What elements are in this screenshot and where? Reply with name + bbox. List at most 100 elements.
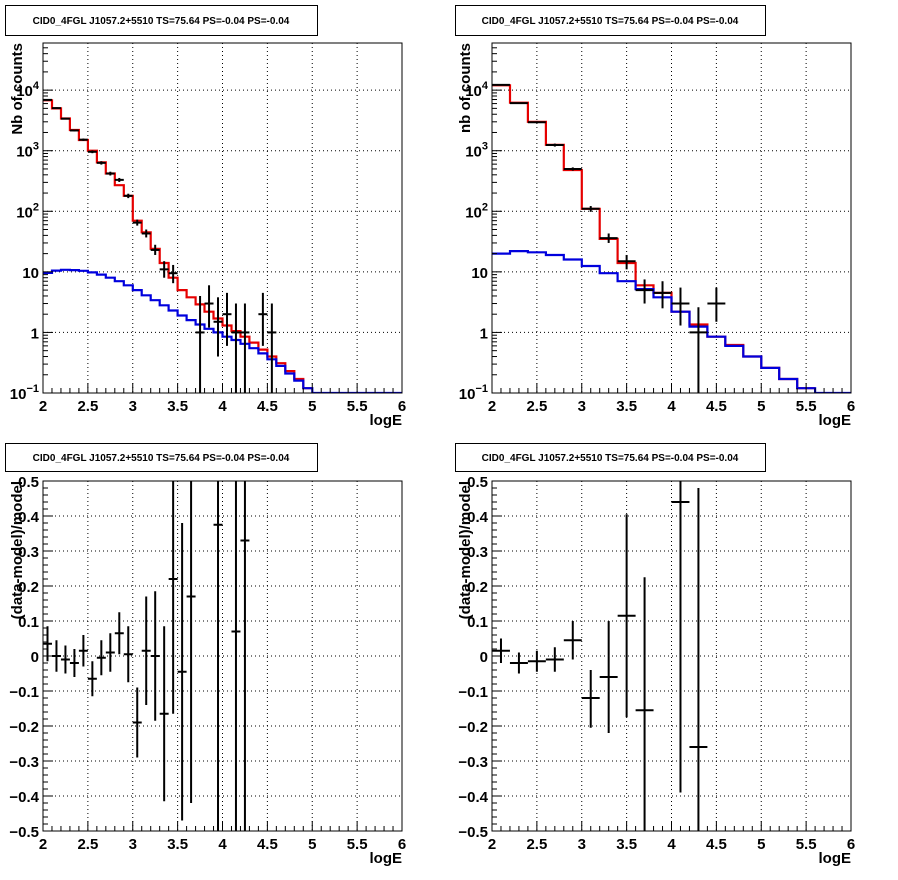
chart-panel-3: 2 2.5 3 3.5 4 4.5 5 5.5 6 −0.5 −0.4 −0.3 −0.2 −0.1 0 0.…	[5, 443, 406, 867]
data-point	[509, 652, 528, 674]
data-point	[69, 129, 79, 132]
data-point	[213, 297, 223, 357]
data-point	[222, 292, 232, 346]
data-point	[653, 281, 672, 309]
data-point	[87, 150, 97, 154]
chart-title: CID0_4FGL J1057.2+5510 TS=75.64 PS=-0.04…	[482, 16, 739, 27]
x-tick-label: 3.5	[616, 836, 637, 853]
x-tick-label: 2	[488, 836, 496, 853]
y-tick-exponent: 3	[482, 141, 488, 153]
data-point	[51, 107, 61, 110]
data-point	[545, 143, 564, 147]
x-tick-label: 2.5	[526, 398, 547, 415]
data-point	[51, 640, 61, 672]
data-point	[240, 303, 250, 393]
title-box	[455, 5, 766, 36]
x-tick-label: 3	[129, 398, 137, 415]
y-tick-label: −0.4	[458, 789, 488, 806]
x-axis-title: logE	[819, 412, 852, 429]
series-step-line	[43, 268, 402, 393]
data-point	[123, 193, 133, 199]
data-point	[114, 177, 124, 182]
x-tick-label: 5.5	[796, 836, 817, 853]
y-tick-base: 10	[10, 386, 27, 403]
y-tick-base: 10	[16, 83, 33, 100]
y-tick-label: 0.2	[18, 579, 39, 596]
y-tick-base: 10	[465, 83, 482, 100]
y-tick-exponent: −1	[26, 383, 39, 395]
chart-panel-4: 2 2.5 3 3.5 4 4.5 5 5.5 6 −0.5 −0.4 −0.3 −0.2 −0.1 0 0.…	[455, 443, 855, 867]
y-tick-label: −0.3	[458, 754, 488, 771]
data-point	[635, 577, 654, 831]
y-tick-label: 10	[471, 265, 488, 282]
x-tick-label: 5	[308, 836, 316, 853]
y-tick-base: 10	[459, 386, 476, 403]
y-tick-label: 0.5	[467, 474, 488, 491]
data-point	[599, 621, 618, 733]
data-point	[563, 621, 582, 660]
data-point	[96, 161, 106, 165]
data-point	[177, 523, 187, 821]
title-box	[455, 443, 766, 472]
x-tick-label: 2	[39, 398, 47, 415]
data-point	[78, 138, 88, 141]
x-tick-label: 2.5	[526, 836, 547, 853]
data-point	[141, 596, 151, 705]
x-tick-label: 3.5	[616, 398, 637, 415]
series-step-line	[492, 250, 851, 393]
x-tick-label: 4.5	[706, 398, 727, 415]
data-point	[545, 647, 564, 672]
x-tick-label: 3	[129, 836, 137, 853]
data-point	[168, 264, 178, 284]
chart-title: CID0_4FGL J1057.2+5510 TS=75.64 PS=-0.04…	[33, 16, 290, 27]
title-box	[5, 5, 318, 36]
data-point	[96, 640, 106, 676]
y-tick-label: −0.2	[9, 719, 39, 736]
points-group	[492, 83, 726, 393]
y-tick-exponent: 2	[33, 201, 39, 213]
data-point	[78, 635, 88, 667]
x-tick-label: 5	[308, 398, 316, 415]
x-tick-label: 2	[488, 398, 496, 415]
data-point	[105, 633, 115, 672]
data-point	[132, 219, 142, 226]
data-point	[231, 303, 241, 393]
x-tick-label: 2.5	[77, 398, 98, 415]
x-tick-label: 2.5	[77, 836, 98, 853]
y-tick-label: 10−1	[459, 383, 488, 403]
x-tick-label: 3.5	[167, 836, 188, 853]
x-tick-label: 4.5	[706, 836, 727, 853]
data-point	[689, 307, 708, 393]
data-point	[671, 481, 690, 793]
x-tick-label: 6	[847, 836, 855, 853]
y-tick-exponent: 2	[482, 201, 488, 213]
y-tick-label: −0.5	[458, 824, 488, 841]
x-tick-label: 6	[398, 398, 406, 415]
x-tick-label: 3.5	[167, 398, 188, 415]
data-point	[599, 233, 618, 243]
y-tick-exponent: 4	[482, 80, 489, 92]
data-point	[69, 649, 79, 677]
y-tick-label: 104	[465, 80, 489, 100]
y-tick-label: 0	[31, 649, 39, 666]
data-point	[258, 292, 268, 346]
data-point	[527, 121, 546, 124]
y-tick-label: −0.2	[458, 719, 488, 736]
chart-title: CID0_4FGL J1057.2+5510 TS=75.64 PS=-0.04…	[482, 453, 739, 464]
data-point	[186, 481, 196, 803]
data-point	[87, 661, 97, 697]
x-tick-label: 5.5	[796, 398, 817, 415]
y-tick-label: 10−1	[10, 383, 39, 403]
y-tick-label: −0.1	[458, 684, 488, 701]
y-tick-label: 0.4	[18, 509, 40, 526]
y-tick-label: 0.1	[467, 614, 488, 631]
data-point	[195, 295, 205, 393]
y-axis-title: (data-model)/model	[457, 481, 474, 619]
x-axis-title: logE	[370, 412, 403, 429]
y-tick-label: 102	[16, 201, 39, 221]
data-point	[671, 287, 690, 326]
data-point	[123, 626, 133, 683]
data-point	[635, 279, 654, 304]
data-point	[581, 206, 600, 212]
